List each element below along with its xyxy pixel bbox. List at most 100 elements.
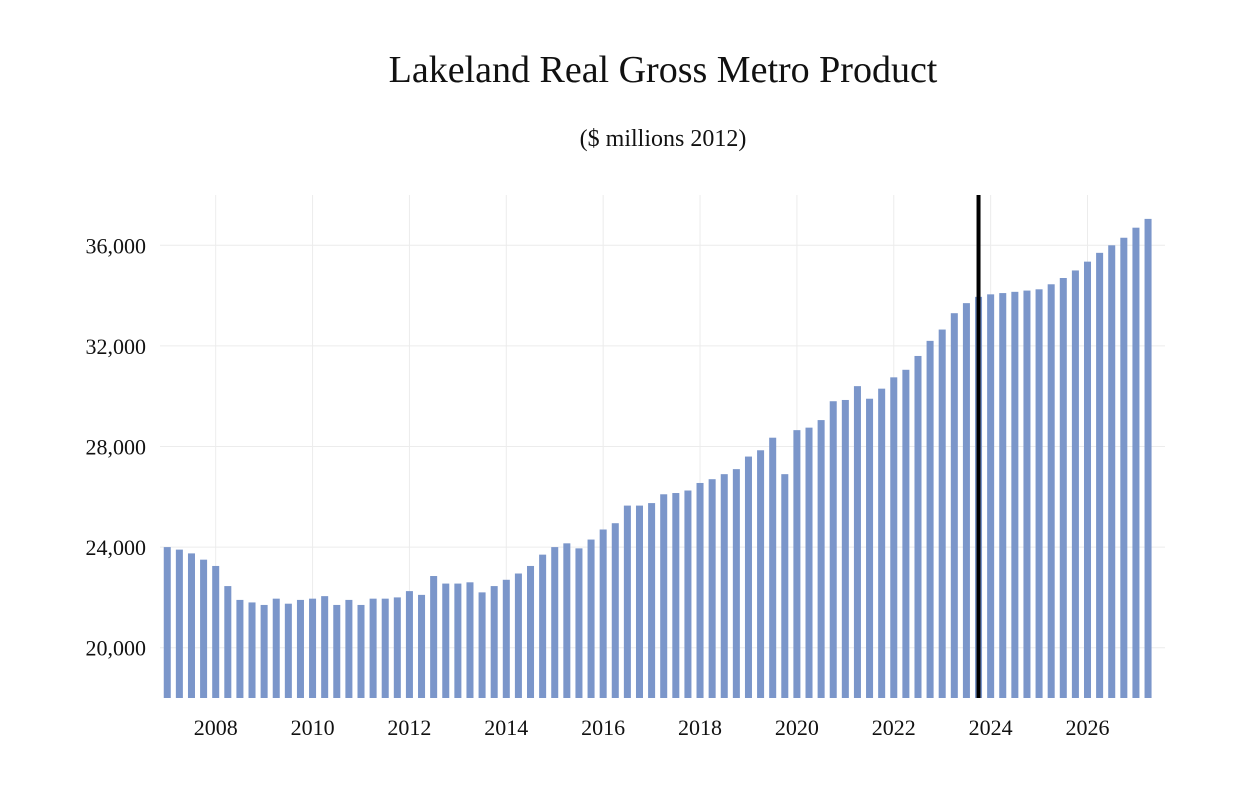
bar [732, 469, 740, 698]
bar [938, 329, 946, 698]
bar [999, 293, 1007, 698]
bar [623, 505, 631, 698]
bar [187, 553, 195, 698]
bar [393, 597, 401, 698]
bar [744, 456, 752, 698]
chart-subtitle: ($ millions 2012) [579, 126, 747, 152]
x-tick-label: 2016 [581, 715, 625, 740]
bar [1035, 289, 1043, 698]
bar [635, 505, 643, 698]
bar [987, 294, 995, 698]
bar [272, 598, 280, 698]
bar [708, 479, 716, 698]
x-axis: 2008 2010 2012 2014 2016 2018 2020 2022 2024 2026 [194, 715, 1110, 740]
x-tick-label: 2020 [775, 715, 819, 740]
bar [587, 539, 595, 698]
bar [890, 377, 898, 698]
bar [660, 494, 668, 698]
bar [926, 340, 934, 698]
bar [805, 427, 813, 698]
x-tick-label: 2026 [1066, 715, 1110, 740]
bar [478, 592, 486, 698]
bar [841, 399, 849, 698]
bar [611, 523, 619, 698]
bar [442, 583, 450, 698]
bar [1096, 252, 1104, 698]
bar [369, 598, 377, 698]
bar [321, 596, 329, 698]
bar [490, 586, 498, 698]
bar [175, 549, 183, 698]
bar [418, 594, 426, 698]
bar [829, 401, 837, 698]
bar [793, 430, 801, 698]
bar [1011, 291, 1019, 698]
bar [236, 599, 244, 698]
bar [866, 398, 874, 698]
bar [902, 369, 910, 698]
bar [1132, 227, 1140, 698]
bar [539, 554, 547, 698]
bar [357, 604, 365, 698]
bar [430, 576, 438, 698]
bar [962, 303, 970, 698]
bar [575, 548, 583, 698]
bar [527, 565, 535, 698]
y-tick-label: 32,000 [86, 334, 147, 359]
bar-series [163, 218, 1152, 699]
y-tick-label: 24,000 [86, 535, 147, 560]
bar [333, 604, 341, 698]
bar [684, 490, 692, 698]
y-tick-label: 28,000 [86, 435, 147, 460]
bar [163, 547, 171, 698]
bar [1059, 278, 1067, 698]
bar [853, 386, 861, 698]
bar [914, 355, 922, 698]
bar [1083, 261, 1092, 698]
bar [454, 583, 462, 698]
bar [757, 450, 765, 698]
x-tick-label: 2014 [484, 715, 528, 740]
bar [200, 559, 208, 698]
bar [817, 420, 825, 698]
bar [551, 547, 559, 698]
bar [296, 599, 304, 698]
x-tick-label: 2008 [194, 715, 238, 740]
bar [466, 582, 474, 698]
bar [878, 388, 886, 698]
y-tick-label: 36,000 [86, 233, 147, 258]
bar [212, 565, 220, 698]
bar [1047, 284, 1055, 698]
bar [405, 591, 413, 698]
bar [224, 586, 232, 698]
bar [563, 543, 571, 698]
x-tick-label: 2022 [872, 715, 916, 740]
y-tick-label: 20,000 [86, 636, 147, 661]
bar [248, 602, 256, 698]
bar [720, 474, 728, 698]
bar [502, 579, 510, 698]
bar [672, 493, 680, 698]
bar [1144, 218, 1152, 698]
bar [950, 313, 958, 698]
bar [345, 599, 353, 698]
bar [781, 474, 789, 698]
bar [381, 598, 389, 698]
bar [514, 573, 522, 698]
bar [260, 604, 268, 698]
bar [769, 437, 777, 698]
bar [1071, 270, 1079, 698]
bar [1120, 237, 1128, 698]
y-axis: 20,000 24,000 28,000 32,000 36,000 [86, 233, 147, 660]
bar [648, 503, 656, 698]
bar [696, 482, 704, 698]
bar [284, 603, 292, 698]
x-tick-label: 2010 [291, 715, 335, 740]
bar [1023, 290, 1031, 698]
chart-title: Lakeland Real Gross Metro Product [388, 49, 938, 91]
bar [599, 529, 607, 698]
x-tick-label: 2018 [678, 715, 722, 740]
bar [1108, 245, 1116, 699]
bar [309, 598, 317, 698]
